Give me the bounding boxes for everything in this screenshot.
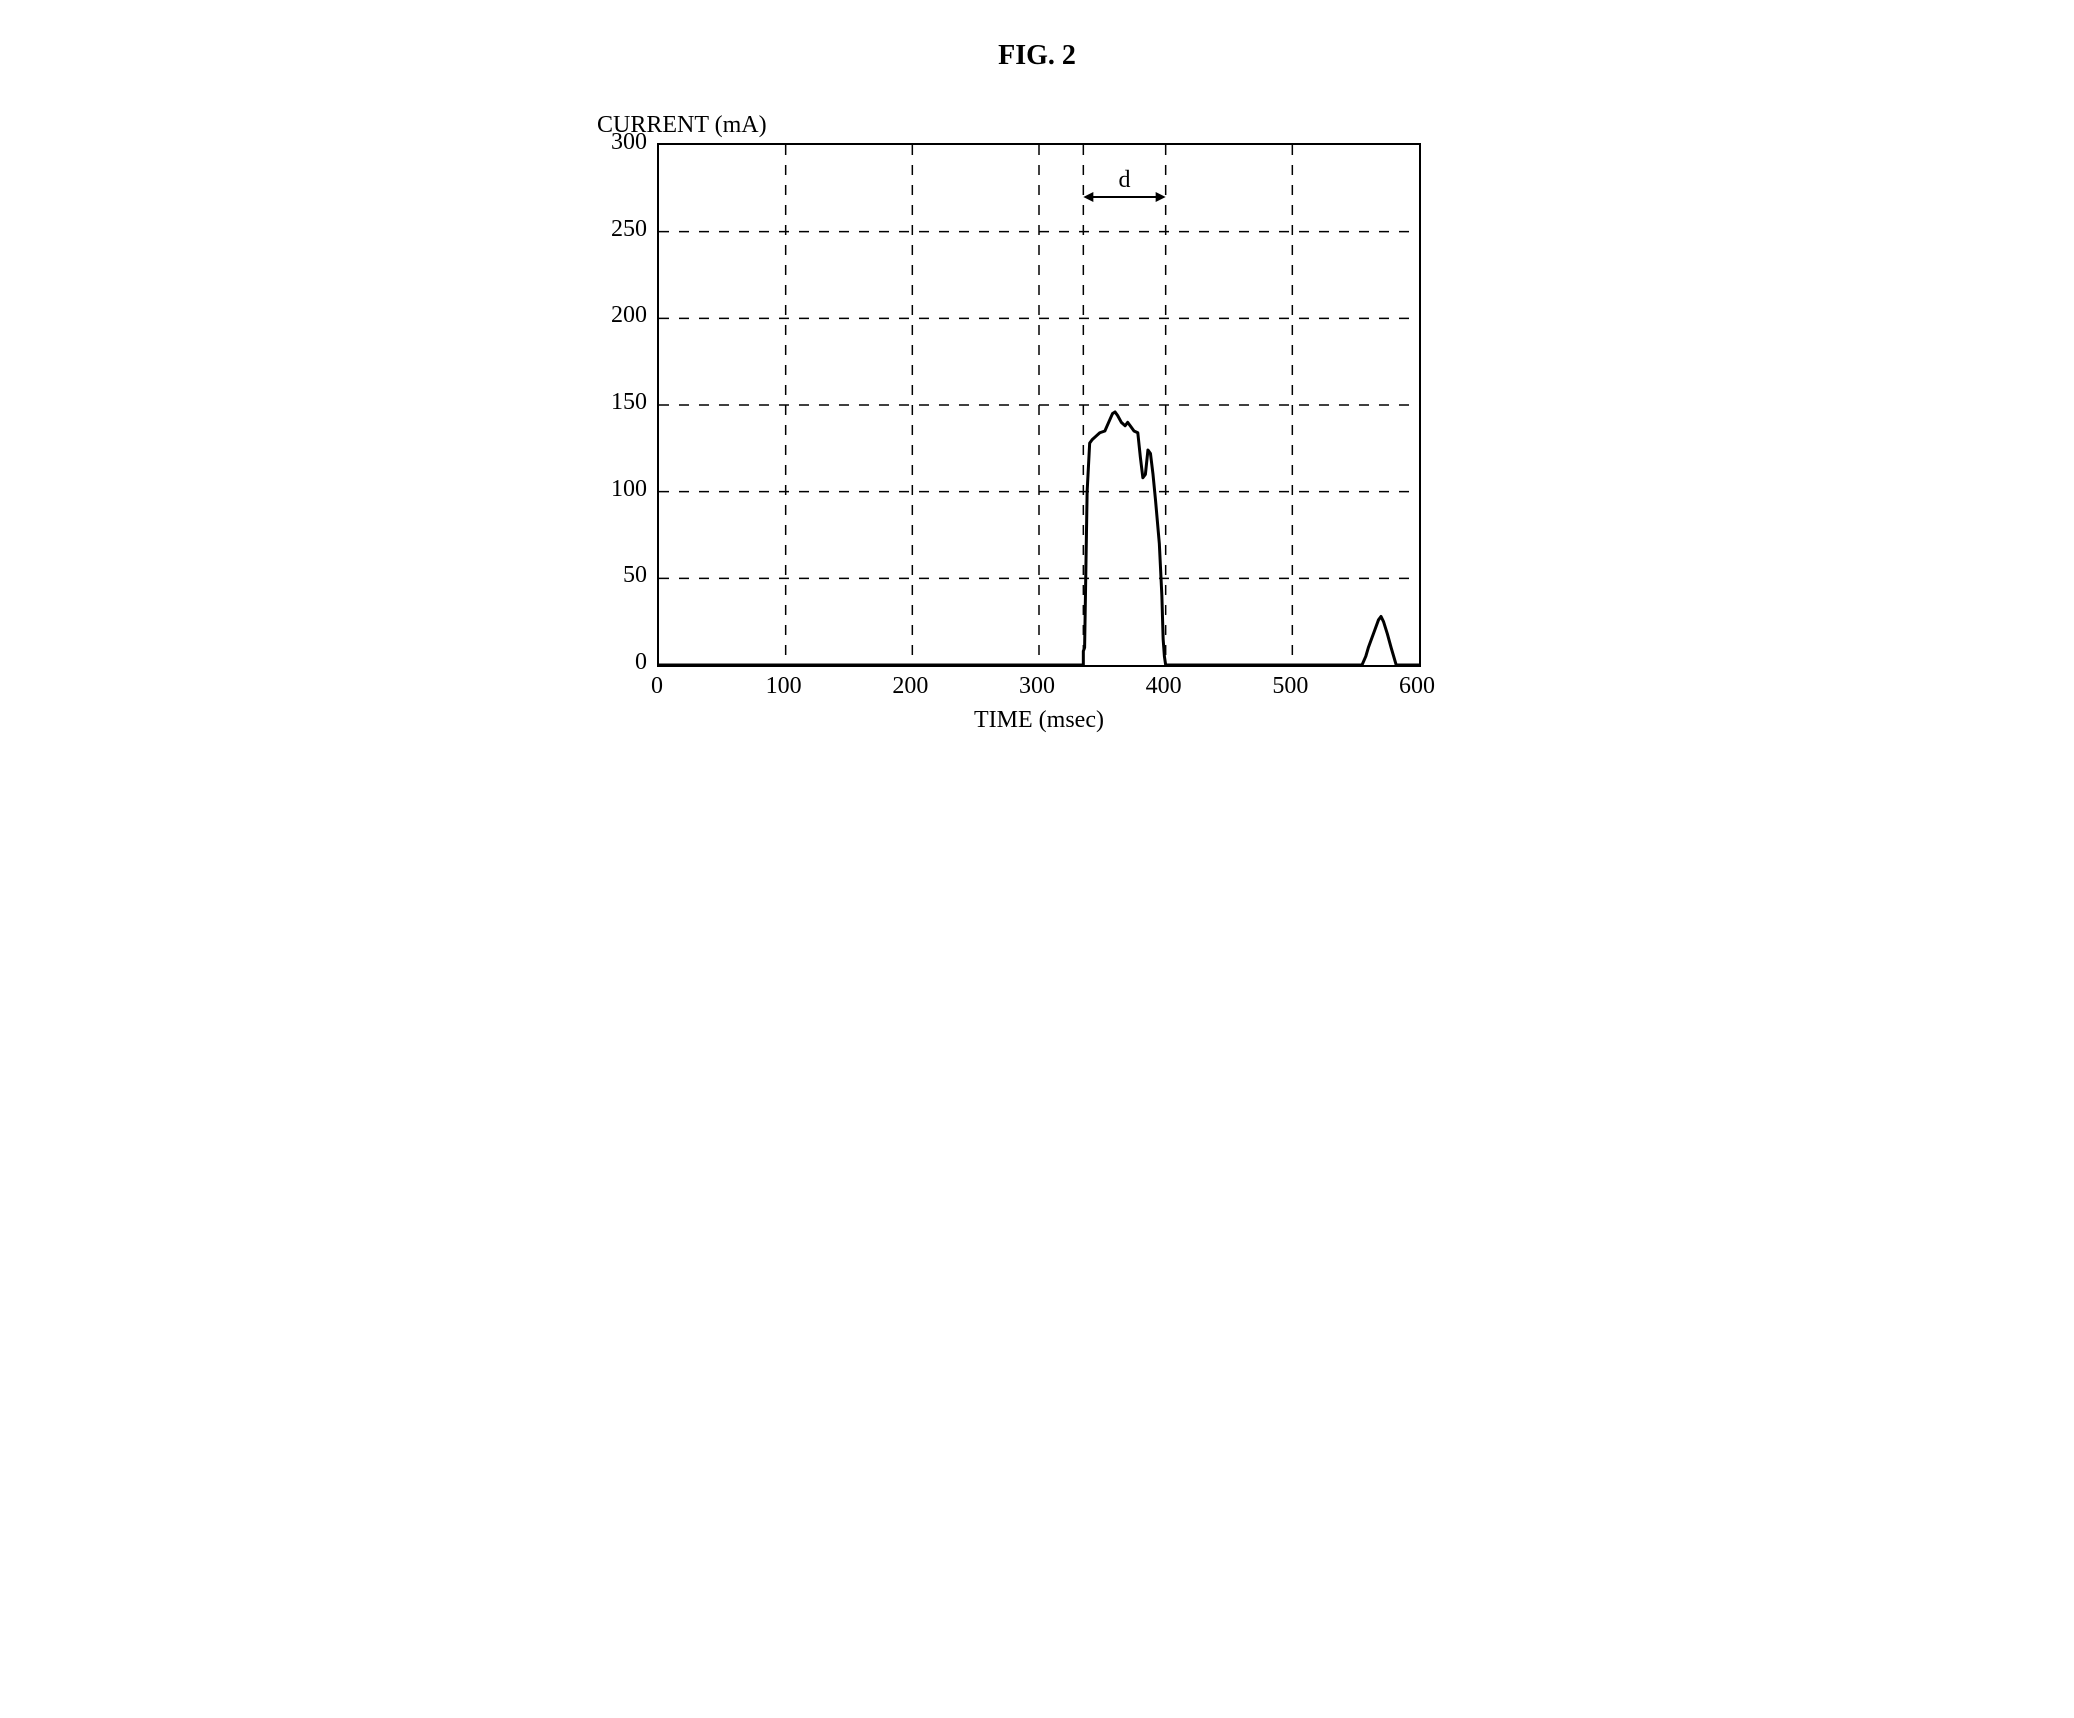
x-tick-label: 600 <box>1399 673 1435 700</box>
dimension-annotation: d <box>1083 167 1165 202</box>
plot-wrap: d 0100200300400500600 TIME (msec) <box>657 143 1421 734</box>
chart-row: 300250200150100500 d 0 100 200 300 400 500 600… <box>587 143 1487 734</box>
x-tick-label: 300 <box>1019 673 1055 700</box>
x-tick-label: 100 <box>766 673 802 700</box>
x-tick-label: 0 <box>651 673 663 700</box>
x-tick-label: 200 <box>892 673 928 700</box>
figure-title: FIG. 2 <box>587 40 1487 72</box>
plot-area: d <box>657 143 1421 667</box>
x-axis-ticks: 0100200300400500600 <box>657 673 1417 703</box>
y-axis-ticks: 300250200150100500 <box>587 143 657 663</box>
x-axis-title: TIME (msec) <box>657 707 1421 734</box>
x-tick-label: 400 <box>1146 673 1182 700</box>
x-tick-label: 500 <box>1272 673 1308 700</box>
y-axis-title: CURRENT (mA) <box>597 112 1487 139</box>
figure-container: FIG. 2 CURRENT (mA) 300250200150100500 d… <box>587 40 1487 734</box>
annotation-label: d <box>1119 167 1131 193</box>
